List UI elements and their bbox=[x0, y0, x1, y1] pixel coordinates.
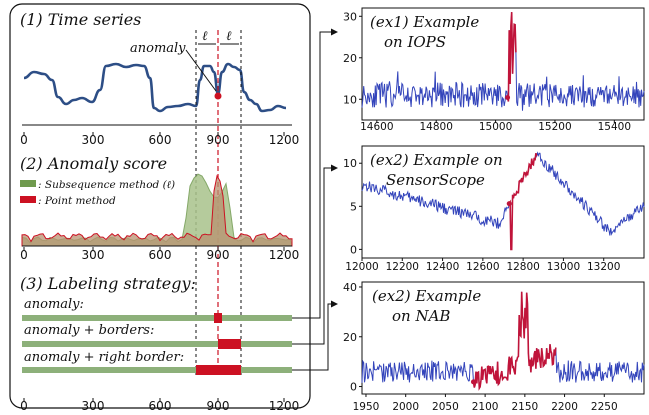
chart-title-line2: on NAB bbox=[392, 307, 450, 325]
chart-title-line1: (ex1) Example bbox=[370, 13, 479, 31]
ytick-label: 5 bbox=[350, 200, 357, 213]
arrow-head-ex1 bbox=[331, 28, 338, 36]
anomaly-start-point bbox=[505, 94, 511, 100]
strategy-borders-label: anomaly + borders: bbox=[24, 323, 154, 338]
strategy-anomaly-label: anomaly: bbox=[24, 297, 84, 312]
strategy-xticks: 0 300 600 900 1200 bbox=[20, 398, 299, 413]
legend-subsequence: : Subsequence method (ℓ) bbox=[38, 179, 175, 191]
series-anomaly-line bbox=[506, 12, 517, 102]
ytick-label: 0 bbox=[350, 381, 357, 394]
ticks-row2-label: 900 bbox=[207, 248, 230, 262]
xtick-label: 2200 bbox=[551, 401, 578, 413]
chart-frame bbox=[361, 145, 645, 259]
xtick-label: 12000 bbox=[345, 261, 378, 273]
arrow-to-ex2b bbox=[292, 303, 336, 371]
ticks-row1-label: 900 bbox=[207, 133, 230, 147]
ticks-row1-label: 600 bbox=[149, 133, 172, 147]
title-anomaly-score: (2) Anomaly score bbox=[20, 154, 167, 173]
ticks-row1-label: 0 bbox=[20, 133, 28, 147]
xtick-label: 15200 bbox=[538, 121, 571, 133]
time-series-plot bbox=[22, 62, 292, 126]
ticks-row3-label: 1200 bbox=[269, 399, 300, 413]
ticks-row2-label: 600 bbox=[149, 248, 172, 262]
series-normal-line bbox=[361, 12, 645, 111]
xtick-label: 1950 bbox=[353, 401, 380, 413]
chart-ex2-nab: 1950 2000 2050 2100 2150 2200 2250 0 20 40 (ex2) E… bbox=[343, 281, 645, 413]
ts-xticks: 0 300 600 900 1200 bbox=[20, 132, 299, 147]
ticks-row2-label: 0 bbox=[20, 248, 28, 262]
ytick-label: 30 bbox=[343, 10, 357, 23]
connector-arrows bbox=[292, 31, 336, 371]
anomaly-start-point bbox=[506, 201, 512, 207]
xtick-label: 15000 bbox=[479, 121, 512, 133]
title-time-series: (1) Time series bbox=[20, 10, 141, 29]
chart-ex1: 14600 14800 15000 15200 15400 10 20 30 (ex1) Exa… bbox=[343, 7, 645, 133]
ytick-label: 0 bbox=[350, 243, 357, 256]
ticks-row3-label: 0 bbox=[20, 399, 28, 413]
ytick-label: 20 bbox=[343, 331, 357, 344]
xtick-label: 12400 bbox=[426, 261, 459, 273]
score-xticks: 0 300 600 900 1200 bbox=[20, 247, 299, 262]
xtick-label: 12800 bbox=[506, 261, 539, 273]
ytick-label: 40 bbox=[343, 281, 357, 294]
strategy-right-border-label: anomaly + right border: bbox=[24, 350, 184, 365]
strategy-right-border-mark bbox=[196, 365, 241, 375]
chart-title-line1: (ex2) Example on bbox=[370, 151, 503, 169]
strategy-anomaly-bar bbox=[22, 315, 292, 321]
xtick-label: 2250 bbox=[591, 401, 618, 413]
ticks-row2-label: 300 bbox=[82, 248, 105, 262]
point-score-area bbox=[21, 174, 293, 247]
chart-title-line2: SensorScope bbox=[386, 171, 485, 189]
arrow-head-ex2a bbox=[331, 164, 338, 172]
xtick-label: 14800 bbox=[420, 121, 453, 133]
xtick-label: 12200 bbox=[386, 261, 419, 273]
arrow-to-ex2a bbox=[292, 167, 336, 345]
ytick-label: 20 bbox=[343, 52, 357, 65]
chart-title-line2: on IOPS bbox=[384, 33, 446, 51]
ticks-row3-label: 900 bbox=[207, 399, 230, 413]
anomaly-score-plot bbox=[21, 173, 293, 247]
ell-label-left: ℓ bbox=[202, 29, 208, 44]
anomaly-start-point bbox=[470, 379, 476, 385]
legend-point: : Point method bbox=[38, 195, 116, 207]
series-anomaly-line bbox=[508, 152, 538, 251]
time-series-line bbox=[23, 62, 287, 113]
series-anomaly-line bbox=[472, 291, 557, 391]
strategy-right-border-bar bbox=[22, 367, 292, 373]
ytick-label: 10 bbox=[343, 157, 357, 170]
ticks-row3-label: 600 bbox=[149, 399, 172, 413]
strategy-borders-bar bbox=[22, 341, 292, 347]
arrow-head-ex2b bbox=[331, 300, 338, 308]
strategy-borders-mark bbox=[218, 339, 241, 349]
arrow-to-ex1 bbox=[292, 31, 336, 319]
ell-label-right: ℓ bbox=[226, 29, 232, 44]
ticks-row2-label: 1200 bbox=[269, 248, 300, 262]
ticks-row3-label: 300 bbox=[82, 399, 105, 413]
xtick-label: 12600 bbox=[466, 261, 499, 273]
xtick-label: 2150 bbox=[511, 401, 538, 413]
xtick-label: 13000 bbox=[547, 261, 580, 273]
chart-frame bbox=[361, 7, 645, 121]
xtick-label: 13200 bbox=[587, 261, 620, 273]
chart-title-line1: (ex2) Example bbox=[372, 287, 481, 305]
left-panel-frame bbox=[9, 3, 311, 409]
strategy-anomaly-mark bbox=[214, 313, 222, 323]
anomaly-label: anomaly bbox=[130, 41, 186, 56]
title-labeling-strategy: (3) Labeling strategy: bbox=[20, 274, 196, 293]
xtick-label: 2050 bbox=[432, 401, 459, 413]
xtick-label: 15400 bbox=[598, 121, 631, 133]
xtick-label: 14600 bbox=[360, 121, 393, 133]
series-normal-line bbox=[361, 151, 645, 250]
ticks-row1-label: 300 bbox=[82, 133, 105, 147]
ticks-row1-label: 1200 bbox=[269, 133, 300, 147]
ytick-label: 10 bbox=[343, 93, 357, 106]
xtick-label: 2100 bbox=[472, 401, 499, 413]
xtick-label: 2000 bbox=[392, 401, 419, 413]
legend-swatch-point bbox=[20, 196, 36, 203]
anomaly-pointer bbox=[185, 49, 217, 92]
legend-swatch-subsequence bbox=[20, 180, 36, 187]
chart-ex2-sensorscope: 12000 12200 12400 12600 12800 13000 13200 0 5 10 (… bbox=[343, 145, 645, 273]
